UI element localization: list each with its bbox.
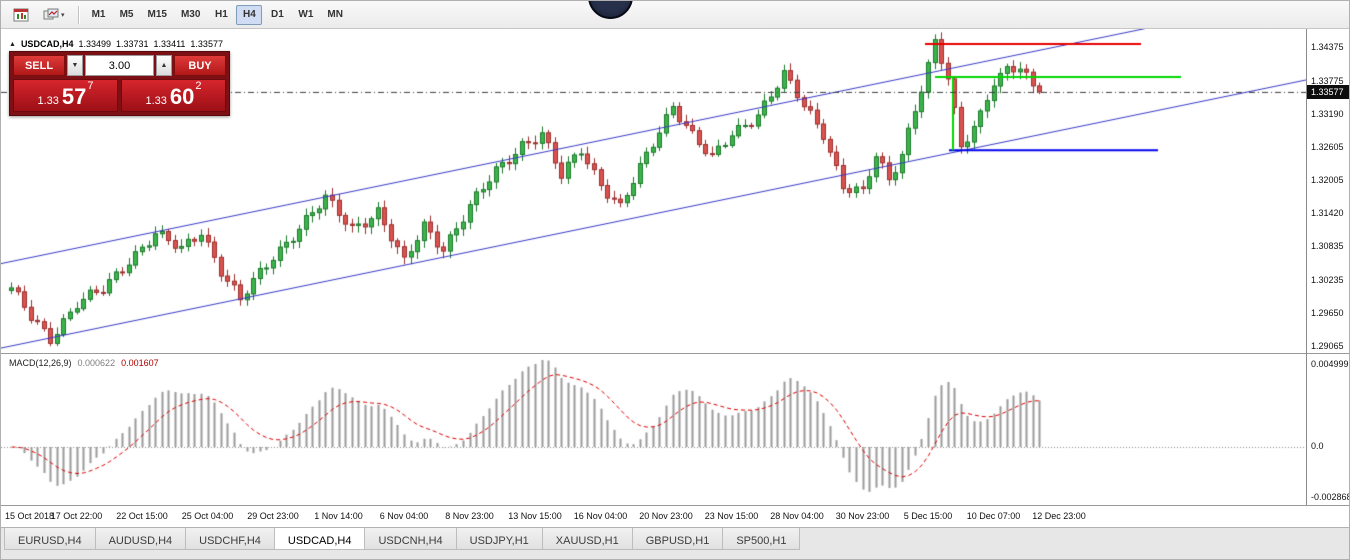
timeframe-button-m1[interactable]: M1	[86, 5, 112, 25]
macd-main-value: 0.000622	[77, 358, 116, 368]
buy-button[interactable]: BUY	[174, 55, 226, 76]
one-click-trade-panel: SELL ▼ ▲ BUY 1.33 57 7 1.33 60 2	[9, 51, 230, 116]
collapse-icon[interactable]: ▲	[9, 40, 16, 48]
price-axis-label: 1.31420	[1311, 208, 1344, 219]
timeframe-button-mn[interactable]: MN	[321, 5, 349, 25]
ohlc-high: 1.33731	[116, 39, 149, 49]
price-axis-label: 1.29650	[1311, 308, 1344, 319]
toolbar-separator	[77, 5, 79, 24]
ask-price-button[interactable]: 1.33 60 2	[121, 79, 226, 112]
time-axis-label: 17 Oct 22:00	[50, 511, 103, 521]
bid-pipette: 7	[87, 80, 94, 92]
chart-type-button[interactable]	[7, 5, 35, 25]
time-axis-label: 22 Oct 15:00	[116, 511, 168, 521]
macd-scale[interactable]: 0.004999 0.0 -0.002868	[1307, 354, 1350, 505]
time-axis-label: 10 Dec 07:00	[966, 511, 1021, 521]
timeframe-button-h1[interactable]: H1	[208, 5, 234, 25]
time-axis-label: 28 Nov 04:00	[770, 511, 824, 521]
macd-signal-value: 0.001607	[121, 358, 159, 368]
price-axis-label: 1.33775	[1311, 75, 1344, 86]
price-axis-label: 1.29065	[1311, 340, 1344, 351]
macd-label: MACD(12,26,9)	[9, 358, 72, 368]
time-axis-label: 1 Nov 14:00	[314, 511, 363, 521]
macd-axis-min: -0.002868	[1311, 492, 1350, 502]
time-axis-label: 23 Nov 15:00	[704, 511, 759, 521]
symbol-tab-sp500-h1[interactable]: SP500,H1	[722, 528, 801, 550]
chart-symbol-period: USDCAD,H4	[20, 39, 74, 49]
price-axis-label: 1.34375	[1311, 42, 1344, 52]
volume-up-stepper[interactable]: ▲	[156, 55, 172, 76]
sell-button[interactable]: SELL	[13, 55, 65, 76]
symbol-tab-usdcad-h4[interactable]: USDCAD,H4	[273, 528, 366, 550]
volume-down-stepper[interactable]: ▼	[67, 55, 83, 76]
time-axis-label: 29 Oct 23:00	[247, 511, 299, 521]
ask-big-digits: 60	[169, 84, 195, 109]
timeframe-button-h4[interactable]: H4	[236, 4, 263, 25]
trade-panel-prices: 1.33 57 7 1.33 60 2	[13, 79, 226, 112]
bid-big-digits: 57	[61, 84, 87, 109]
time-axis-label: 20 Nov 23:00	[639, 511, 693, 521]
time-axis-label: 15 Oct 2018	[5, 511, 55, 521]
trade-panel-controls: SELL ▼ ▲ BUY	[13, 55, 226, 76]
timeframe-button-group: M1 M5 M15 M30 H1 H4 D1 W1 MN	[85, 4, 350, 25]
symbol-tab-gbpusd-h1[interactable]: GBPUSD,H1	[631, 528, 724, 550]
chart-type-icon	[13, 8, 29, 21]
current-price-badge: 1.33577	[1307, 84, 1349, 99]
symbol-tab-usdchf-h4[interactable]: USDCHF,H4	[185, 528, 275, 550]
macd-header: MACD(12,26,9) 0.000622 0.001607	[9, 358, 159, 368]
indicators-button[interactable]: ▾	[37, 5, 71, 25]
timeframe-button-m30[interactable]: M30	[175, 5, 206, 25]
chart-tab-list: EURUSD,H4 AUDUSD,H4 USDCHF,H4 USDCAD,H4 USDC…	[4, 528, 801, 550]
price-axis-border	[1306, 29, 1307, 505]
time-axis-label: 13 Nov 15:00	[508, 511, 562, 521]
price-scale[interactable]: 1.33577 1.34375 1.33775 1.33190 1.32605 1.32…	[1307, 29, 1349, 353]
timeframe-button-m5[interactable]: M5	[114, 5, 140, 25]
top-toolbar: ▾ M1 M5 M15 M30 H1 H4 D1 W1 MN	[1, 1, 1349, 29]
chevron-down-icon: ▾	[61, 11, 65, 19]
bid-price-button[interactable]: 1.33 57 7	[13, 79, 118, 112]
timeframe-button-w1[interactable]: W1	[292, 5, 319, 25]
indicators-icon	[43, 8, 59, 19]
timeframe-button-d1[interactable]: D1	[264, 5, 290, 25]
bid-prefix: 1.33	[37, 95, 59, 107]
macd-axis-zero: 0.0	[1311, 441, 1324, 451]
ask-pipette: 2	[195, 80, 202, 92]
timeframe-button-m15[interactable]: M15	[142, 5, 173, 25]
time-axis-label: 6 Nov 04:00	[379, 511, 429, 521]
ohlc-open: 1.33499	[78, 39, 111, 49]
time-axis-label: 5 Dec 15:00	[903, 511, 953, 521]
time-axis[interactable]: 15 Oct 2018 17 Oct 22:00 22 Oct 15:00 25 Oc…	[1, 506, 1349, 527]
macd-axis-max: 0.004999	[1311, 359, 1349, 369]
symbol-tab-usdcnh-h4[interactable]: USDCNH,H4	[364, 528, 457, 550]
panel-separator[interactable]	[1, 353, 1349, 354]
ohlc-close: 1.33577	[190, 39, 223, 49]
symbol-tab-xauusd-h1[interactable]: XAUUSD,H1	[541, 528, 633, 550]
time-axis-label: 30 Nov 23:00	[835, 511, 890, 521]
ask-prefix: 1.33	[145, 95, 167, 107]
price-axis-label: 1.32005	[1311, 175, 1344, 186]
panel-separator-2	[1, 505, 1349, 506]
macd-indicator-canvas[interactable]	[1, 354, 1306, 505]
time-axis-label: 12 Dec 23:00	[1032, 511, 1086, 521]
price-axis-label: 1.32605	[1311, 141, 1344, 152]
price-axis-label: 1.33190	[1311, 108, 1344, 119]
time-axis-label: 8 Nov 23:00	[445, 511, 494, 521]
symbol-tab-eurusd-h4[interactable]: EURUSD,H4	[4, 528, 96, 550]
time-axis-label: 16 Nov 04:00	[573, 511, 628, 521]
price-axis-label: 1.30835	[1311, 241, 1344, 252]
ohlc-low: 1.33411	[153, 39, 186, 49]
time-axis-label: 25 Oct 04:00	[181, 511, 234, 521]
price-axis-label: 1.30235	[1311, 275, 1344, 286]
symbol-tab-audusd-h4[interactable]: AUDUSD,H4	[94, 528, 187, 550]
chart-ohlc-header: ▲ USDCAD,H4 1.33499 1.33731 1.33411 1.33…	[9, 39, 223, 49]
volume-input[interactable]	[85, 55, 154, 76]
symbol-tab-usdjpy-h1[interactable]: USDJPY,H1	[455, 528, 543, 550]
chart-tab-bar: EURUSD,H4 AUDUSD,H4 USDCHF,H4 USDCAD,H4 USDC…	[1, 527, 1349, 559]
